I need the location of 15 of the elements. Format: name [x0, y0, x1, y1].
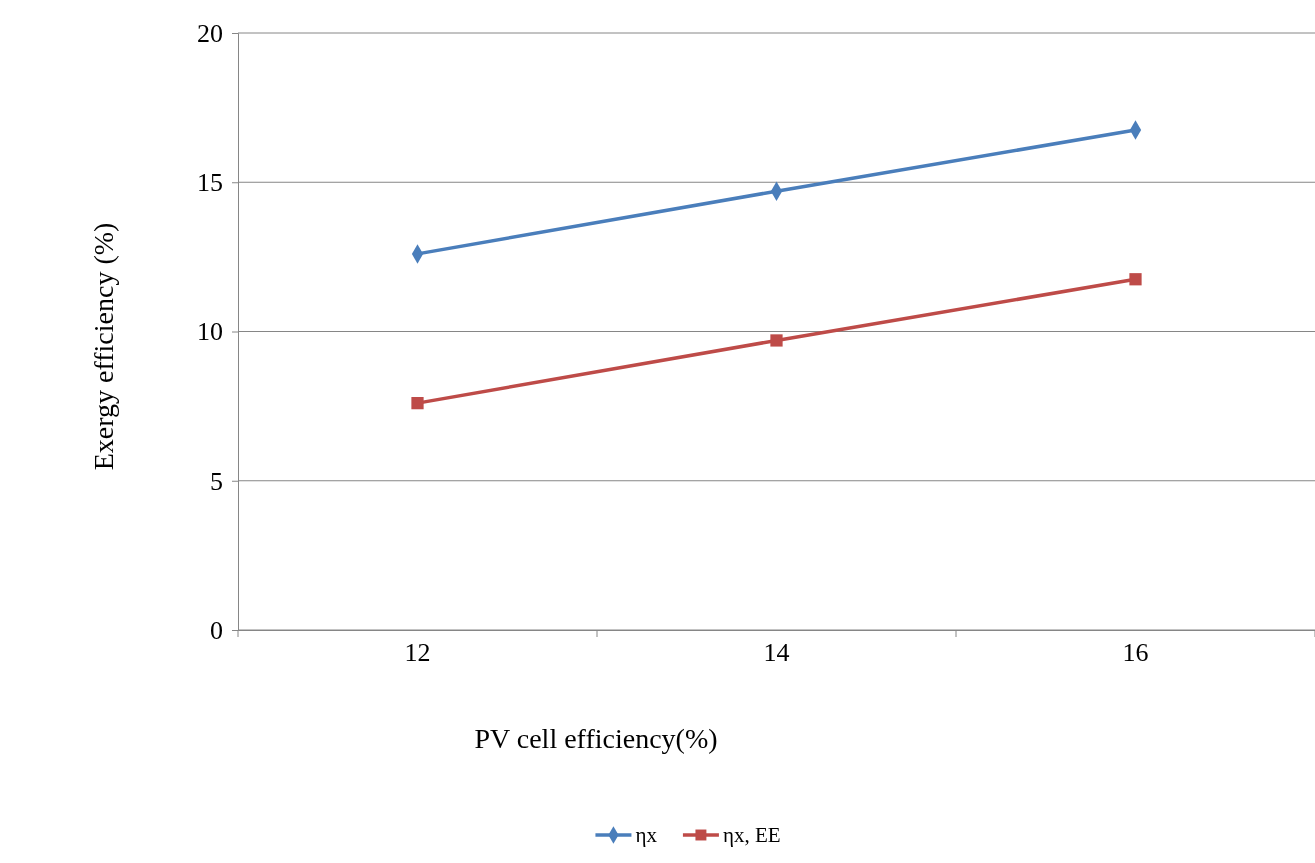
point: [770, 334, 783, 347]
x-tick-label: 12: [404, 638, 431, 667]
y-tick-label: 20: [197, 18, 223, 48]
x-tick-label: 16: [1122, 638, 1149, 667]
x-axis-title: PV cell efficiency(%): [474, 723, 718, 754]
y-tick-label: 0: [210, 615, 223, 645]
y-tick-label: 15: [197, 168, 223, 198]
y-tick-label: 10: [197, 317, 223, 347]
y-axis-title: Exergy efficiency (%): [88, 222, 119, 471]
point: [411, 397, 424, 410]
point: [1129, 273, 1142, 286]
y-tick-label: 5: [210, 466, 223, 496]
legend-label: ηx: [635, 823, 658, 847]
x-tick-label: 14: [763, 638, 790, 667]
legend-label: ηx, EE: [722, 823, 781, 847]
